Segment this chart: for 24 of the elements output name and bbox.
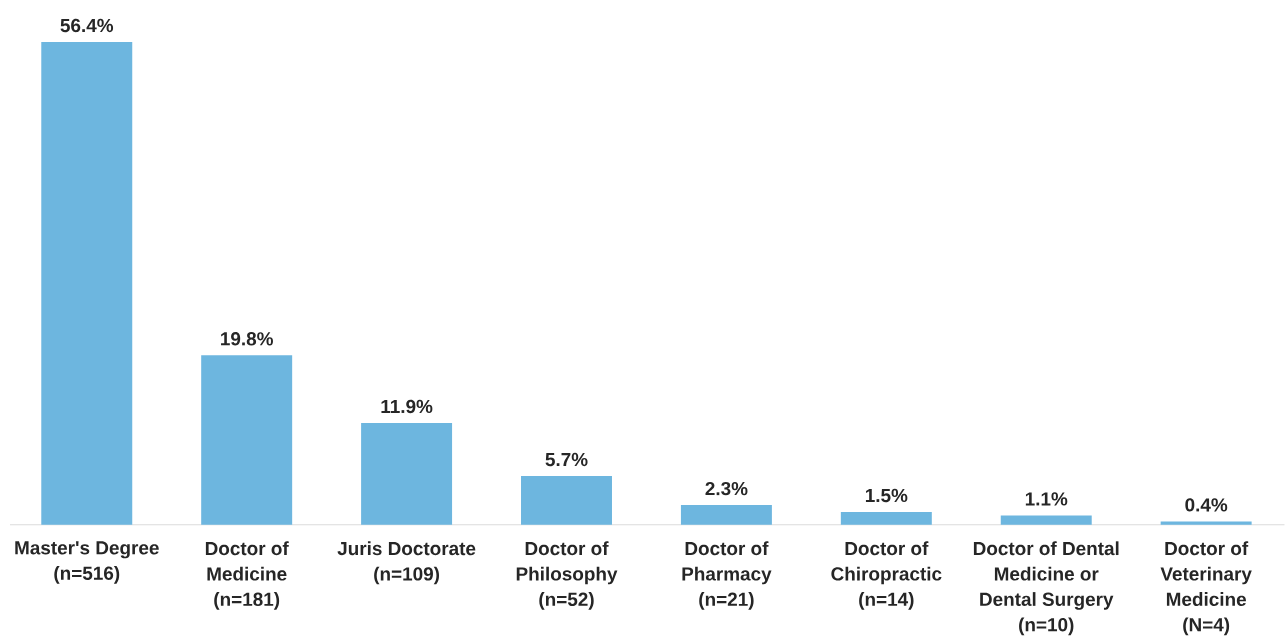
x-tick-label: Doctor of Dental Medicine or Dental Surgery (n=10) [973,541,1119,636]
bar [521,476,612,525]
x-tick-label: Doctor of Pharmacy (n=21) [682,541,772,610]
x-tick-label: Doctor of Medicine (n=181) [205,541,289,610]
data-label: 11.9% [381,399,433,414]
data-label: 1.5% [865,488,908,503]
data-label: 19.8% [221,332,273,346]
bar [840,512,932,525]
data-label: 56.4% [60,18,114,33]
bar [361,423,453,525]
bar [41,42,133,525]
bar [1000,515,1092,525]
x-tick-label: Doctor of Veterinary Medicine (N=4) [1160,541,1252,636]
x-tick-label: Master's Degree (n=516) [15,541,159,584]
x-tick-label: Doctor of Chiropractic (n=14) [831,541,942,610]
data-label: 0.4% [1185,498,1228,512]
x-tick-label: Juris Doctorate (n=109) [337,541,476,585]
data-label: 1.1% [1025,492,1068,506]
x-tick-label: Doctor of Philosophy (n=52) [516,541,618,610]
bar [1160,521,1252,525]
bar [680,505,772,525]
bar [201,355,293,525]
data-label: 5.7% [545,452,588,467]
data-label: 2.3% [705,482,748,496]
